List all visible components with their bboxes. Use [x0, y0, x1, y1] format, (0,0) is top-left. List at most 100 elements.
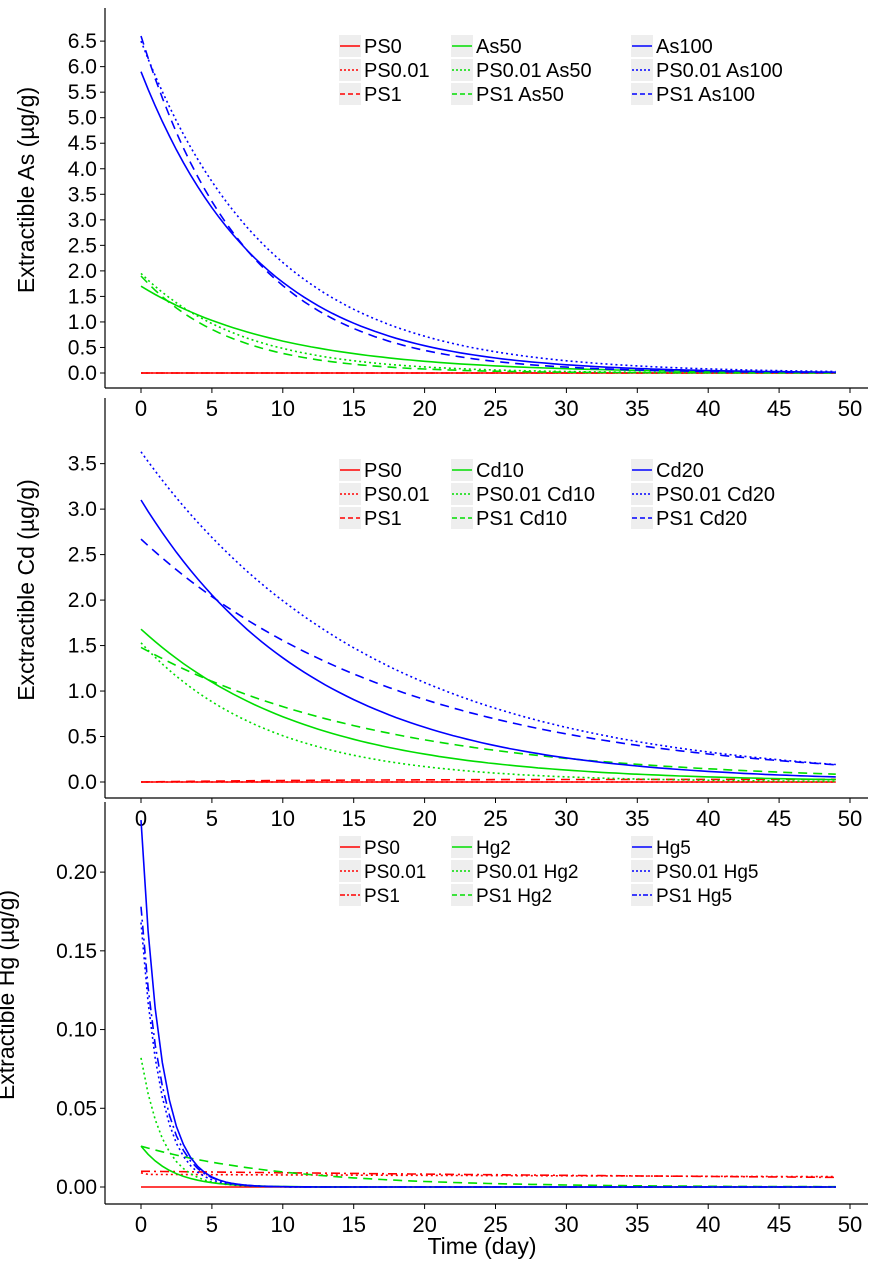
legend-label: Hg2 — [476, 838, 511, 859]
x-tick-label: 25 — [483, 396, 507, 421]
x-tick-label: 5 — [206, 1212, 218, 1237]
legend-label: PS1 Hg5 — [656, 886, 732, 907]
legend-label: As50 — [476, 36, 522, 58]
y-tick-label: 3.5 — [68, 453, 97, 476]
y-tick-label: 2.5 — [68, 544, 97, 567]
series-line-ps1-cd20 — [140, 538, 836, 766]
legend-label: PS1 Hg2 — [476, 886, 552, 907]
x-tick-label: 25 — [483, 806, 507, 831]
series-line-hg2 — [140, 1145, 836, 1188]
series-line-ps1-as100 — [140, 35, 836, 374]
y-tick-label: 2.5 — [68, 234, 97, 257]
series-line-ps1 — [141, 1170, 836, 1179]
y-tick-label: 0.0 — [68, 771, 97, 794]
x-tick-label: 15 — [341, 806, 365, 831]
series-line-as50 — [140, 285, 836, 374]
x-tick-label: 50 — [838, 396, 862, 421]
x-tick-label: 20 — [412, 396, 436, 421]
y-axis-title: Extractible As (µg/g) — [13, 87, 39, 293]
legend-label: PS0.01 As100 — [656, 60, 783, 82]
x-tick-label: 50 — [838, 1212, 862, 1237]
series-line-cd20 — [140, 499, 836, 778]
series-line-cd10 — [140, 628, 836, 781]
legend-label: PS1 Cd10 — [476, 508, 567, 530]
x-tick-label: 45 — [767, 1212, 791, 1237]
x-tick-label: 10 — [271, 1212, 295, 1237]
x-tick-label: 30 — [554, 806, 578, 831]
x-tick-label: 45 — [767, 806, 791, 831]
legend-label: PS1 — [364, 886, 400, 907]
legend-label: Hg5 — [656, 838, 691, 859]
y-axis-title: Extractible Hg (µg/g) — [0, 890, 19, 1100]
x-tick-label: 50 — [838, 806, 862, 831]
series-line-ps0-01-cd10 — [140, 642, 836, 783]
series-line-ps1 — [140, 778, 836, 783]
legend-label: PS1 — [364, 84, 402, 106]
x-tick-label: 40 — [696, 396, 720, 421]
legend-label: PS0.01 — [364, 60, 430, 82]
y-tick-label: 0.5 — [68, 726, 97, 749]
legend-label: PS0.01 Hg2 — [476, 862, 578, 883]
y-tick-label: 3.5 — [68, 183, 97, 206]
x-tick-label: 15 — [341, 396, 365, 421]
legend-label: PS0.01 — [364, 862, 426, 883]
y-tick-label: 5.0 — [68, 107, 97, 130]
series-line-ps0-01-hg5 — [140, 922, 836, 1188]
x-tick-label: 5 — [206, 396, 218, 421]
legend-label: PS0.01 — [364, 484, 430, 506]
y-tick-label: 6.5 — [68, 30, 97, 53]
x-tick-label: 30 — [554, 1212, 578, 1237]
legend-label: PS0.01 As50 — [476, 60, 592, 82]
series-line-as100 — [140, 71, 836, 373]
x-tick-label: 35 — [625, 806, 649, 831]
legend-label: PS0.01 Hg5 — [656, 862, 758, 883]
x-tick-label: 40 — [696, 1212, 720, 1237]
legend-label: PS1 As100 — [656, 84, 755, 106]
series-line-ps1-hg2 — [140, 1145, 836, 1188]
y-tick-label: 5.5 — [68, 81, 97, 104]
series-lines — [140, 35, 836, 374]
x-tick-label: 0 — [135, 806, 147, 831]
x-tick-label: 35 — [625, 1212, 649, 1237]
y-tick-label: 6.0 — [68, 56, 97, 79]
legend-label: PS1 — [364, 508, 402, 530]
x-tick-label: 15 — [341, 1212, 365, 1237]
y-tick-label: 0.20 — [56, 861, 97, 884]
y-tick-label: 2.0 — [68, 260, 97, 283]
legend-label: PS0.01 Cd20 — [656, 484, 775, 506]
y-axis-title: Exctractible Cd (µg/g) — [13, 479, 39, 701]
legend-label: PS1 As50 — [476, 84, 564, 106]
y-tick-label: 1.5 — [68, 285, 97, 308]
legend-label: As100 — [656, 36, 713, 58]
y-tick-label: 4.5 — [68, 132, 97, 155]
legend-label: Cd20 — [656, 460, 704, 482]
series-lines — [140, 451, 836, 783]
y-tick-label: 4.0 — [68, 158, 97, 181]
chart-panel-2: 0.0 0.5 1.0 1.5 2.0 2.5 3.0 3.5 0 5 10 15 20 25 30 35 40… — [13, 398, 868, 831]
legend-label: PS0.01 Cd10 — [476, 484, 595, 506]
y-tick-label: 0.0 — [68, 362, 97, 385]
x-tick-label: 45 — [767, 396, 791, 421]
series-line-ps1-cd10 — [140, 646, 836, 775]
y-tick-label: 0.00 — [56, 1176, 97, 1199]
x-tick-label: 10 — [271, 396, 295, 421]
x-tick-label: 30 — [554, 396, 578, 421]
y-tick-label: 0.5 — [68, 336, 97, 359]
x-tick-label: 0 — [135, 1212, 147, 1237]
y-tick-label: 0.15 — [56, 940, 97, 963]
y-tick-label: 2.0 — [68, 589, 97, 612]
y-tick-label: 3.0 — [68, 209, 97, 232]
legend-label: PS1 Cd20 — [656, 508, 747, 530]
y-tick-label: 1.0 — [68, 311, 97, 334]
x-tick-label: 40 — [696, 806, 720, 831]
x-tick-label: 20 — [412, 806, 436, 831]
x-axis-title: Time (day) — [427, 1233, 536, 1259]
y-tick-label: 1.0 — [68, 680, 97, 703]
series-lines — [140, 820, 836, 1188]
series-line-ps0-01-as50 — [140, 272, 836, 374]
series-line-ps1-hg5 — [140, 906, 836, 1188]
series-line-ps1-as50 — [140, 275, 836, 374]
x-tick-label: 0 — [135, 396, 147, 421]
